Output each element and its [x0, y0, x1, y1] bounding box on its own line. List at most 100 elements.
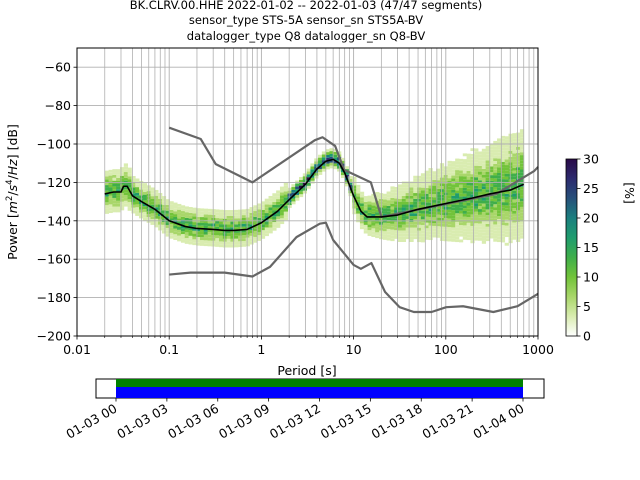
heatmap-cell: [123, 174, 129, 178]
heatmap-cell: [413, 221, 418, 225]
heatmap-cell: [135, 195, 140, 199]
heatmap-cell: [424, 170, 429, 174]
heatmap-cell: [104, 176, 109, 180]
heatmap-cell: [142, 186, 148, 189]
heatmap-cell: [436, 177, 441, 181]
heatmap-cell: [123, 189, 129, 193]
heatmap-cell: [356, 196, 361, 200]
heatmap-cell: [119, 181, 125, 185]
heatmap-cell: [230, 238, 235, 242]
heatmap-cell: [268, 195, 273, 199]
heatmap-cell: [348, 193, 353, 197]
x-tick-label: 1: [257, 342, 265, 357]
heatmap-cell: [116, 177, 121, 181]
heatmap-cell: [409, 233, 414, 237]
heatmap-cell: [497, 233, 502, 237]
heatmap-cell: [489, 203, 494, 207]
heatmap-cell: [458, 161, 464, 165]
heatmap-cell: [264, 198, 269, 202]
heatmap-cell: [405, 181, 410, 185]
heatmap-cell: [481, 220, 487, 224]
heatmap-cell: [420, 210, 426, 214]
heatmap-cell: [485, 163, 490, 167]
heatmap-cell: [478, 211, 483, 215]
heatmap-cell: [439, 209, 445, 213]
heatmap-cell: [455, 193, 460, 196]
heatmap-cell: [283, 202, 288, 206]
heatmap-cell: [131, 199, 136, 202]
heatmap-cell: [207, 234, 212, 238]
heatmap-cell: [207, 240, 212, 244]
heatmap-cell: [409, 227, 414, 231]
heatmap-cell: [493, 158, 498, 162]
heatmap-cell: [219, 221, 224, 225]
heatmap-cell: [188, 212, 193, 216]
heatmap-cell: [447, 169, 452, 173]
heatmap-cell: [436, 200, 441, 204]
heatmap-cell: [485, 148, 490, 152]
heatmap-cell: [398, 239, 403, 242]
heatmap-cell: [470, 188, 475, 192]
heatmap-cell: [481, 171, 487, 175]
heatmap-cell: [215, 226, 220, 230]
heatmap-cell: [409, 195, 414, 199]
heatmap-cell: [321, 165, 327, 169]
heatmap-cell: [489, 198, 494, 202]
heatmap-cell: [386, 226, 391, 229]
heatmap-cell: [161, 224, 167, 228]
heatmap-cell: [447, 229, 452, 233]
heatmap-cell: [116, 195, 121, 198]
heatmap-cell: [238, 235, 243, 239]
heatmap-cell: [192, 233, 197, 237]
heatmap-cell: [516, 190, 521, 194]
heatmap-cell: [260, 224, 266, 228]
heatmap-cell: [253, 236, 258, 240]
heatmap-cell: [485, 157, 490, 161]
heatmap-cell: [519, 143, 525, 147]
heatmap-cell: [325, 160, 330, 164]
heatmap-cell: [466, 222, 471, 226]
heatmap-cell: [184, 220, 189, 224]
heatmap-cell: [177, 203, 182, 207]
heatmap-cell: [401, 230, 407, 234]
heatmap-cell: [386, 237, 391, 241]
heatmap-cell: [314, 169, 319, 173]
heatmap-cell: [432, 197, 437, 201]
heatmap-cell: [238, 232, 243, 236]
heatmap-cell: [436, 191, 441, 195]
heatmap-cell: [154, 189, 159, 193]
heatmap-cell: [485, 174, 490, 178]
heatmap-cell: [390, 206, 395, 210]
heatmap-cell: [447, 198, 452, 202]
heatmap-cell: [169, 227, 174, 231]
heatmap-cell: [516, 132, 521, 136]
heatmap-cell: [455, 187, 460, 191]
heatmap-cell: [245, 223, 250, 227]
heatmap-cell: [500, 179, 506, 182]
heatmap-cell: [382, 228, 387, 232]
heatmap-cell: [470, 205, 475, 209]
heatmap-cell: [165, 210, 170, 214]
heatmap-cell: [386, 191, 391, 195]
heatmap-cell: [390, 192, 395, 196]
heatmap-cell: [177, 215, 182, 219]
heatmap-cell: [455, 184, 460, 188]
heatmap-cell: [169, 212, 174, 216]
heatmap-cell: [375, 229, 380, 233]
heatmap-cell: [188, 209, 193, 213]
heatmap-cell: [257, 220, 262, 224]
heatmap-cell: [413, 233, 418, 237]
heatmap-cell: [420, 181, 426, 185]
heatmap-cell: [371, 225, 376, 229]
heatmap-cell: [394, 207, 399, 211]
heatmap-cell: [116, 183, 121, 187]
heatmap-cell: [478, 203, 483, 207]
heatmap-cell: [359, 209, 365, 212]
heatmap-cell: [295, 183, 300, 187]
heatmap-cell: [108, 198, 113, 202]
heatmap-cell: [241, 209, 247, 213]
heatmap-cell: [447, 215, 452, 219]
heatmap-cell: [470, 179, 475, 183]
heatmap-cell: [493, 143, 498, 147]
heatmap-cell: [180, 216, 186, 220]
